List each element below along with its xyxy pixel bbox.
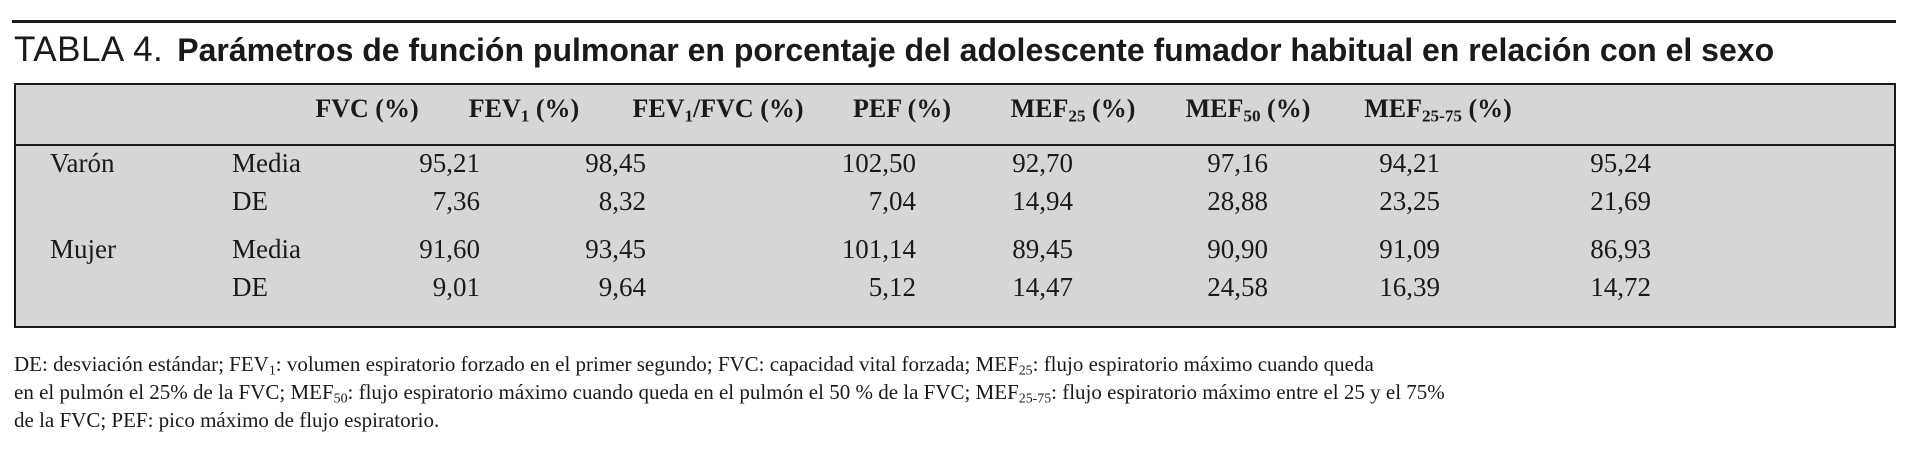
row-group-label: Mujer [50,234,116,264]
data-table: FVC (%) FEV1 (%) FEV1/FVC (%) PEF (%) MEF25 … [14,83,1896,328]
column-header: FEV1/FVC (%) [632,94,804,126]
table-cell: 86,93 [1590,234,1651,264]
table-cell: 94,21 [1379,148,1440,178]
table-cell: 7,36 [432,186,480,216]
table-cell: 91,60 [419,234,480,264]
table-cell: 28,88 [1207,186,1268,216]
row-group-label: Varón [50,148,115,178]
table-cell: 102,50 [841,148,916,178]
row-stat-label: Media [232,148,301,178]
row-stat-label: DE [232,272,268,302]
row-stat-label: DE [232,186,268,216]
table-cell: 14,72 [1590,272,1651,302]
table-cell: 7,04 [868,186,916,216]
column-header: FVC (%) [315,94,419,123]
table-cell: 21,69 [1590,186,1651,216]
footnote-line-2: en el pulmón el 25% de la FVC; MEF50: fl… [14,380,1445,406]
table-title: TABLA 4. Parámetros de función pulmonar … [14,30,1774,70]
table-cell: 97,16 [1207,148,1268,178]
table-cell: 24,58 [1207,272,1268,302]
table-cell: 101,14 [841,234,916,264]
column-header: MEF50 (%) [1185,94,1311,126]
table-cell: 8,32 [598,186,646,216]
table-cell: 89,45 [1012,234,1073,264]
footnote-line-3: de la FVC; PEF: pico máximo de flujo esp… [14,408,440,432]
table-number: TABLA 4. [14,30,164,69]
column-header: MEF25 (%) [1010,94,1136,126]
row-stat-label: Media [232,234,301,264]
table-cell: 95,21 [419,148,480,178]
table-cell: 9,01 [432,272,480,302]
table-cell: 90,90 [1207,234,1268,264]
table-cell: 14,47 [1012,272,1073,302]
top-rule [12,20,1896,23]
footnote: DE: desviación estándar; FEV1: volumen e… [14,350,1894,434]
table-cell: 95,24 [1590,148,1651,178]
table-caption: Parámetros de función pulmonar en porcen… [177,32,1775,68]
table-cell: 93,45 [585,234,646,264]
table-cell: 14,94 [1012,186,1073,216]
column-header: FEV1 (%) [468,94,580,126]
column-header: MEF25-75 (%) [1364,94,1512,126]
table-cell: 23,25 [1379,186,1440,216]
table-cell: 91,09 [1379,234,1440,264]
column-header: PEF (%) [853,94,951,123]
table-cell: 5,12 [868,272,916,302]
table-cell: 98,45 [585,148,646,178]
table-cell: 9,64 [598,272,646,302]
footnote-line-1: DE: desviación estándar; FEV1: volumen e… [14,352,1374,378]
header-rule [16,144,1894,146]
table-cell: 16,39 [1379,272,1440,302]
table-cell: 92,70 [1012,148,1073,178]
